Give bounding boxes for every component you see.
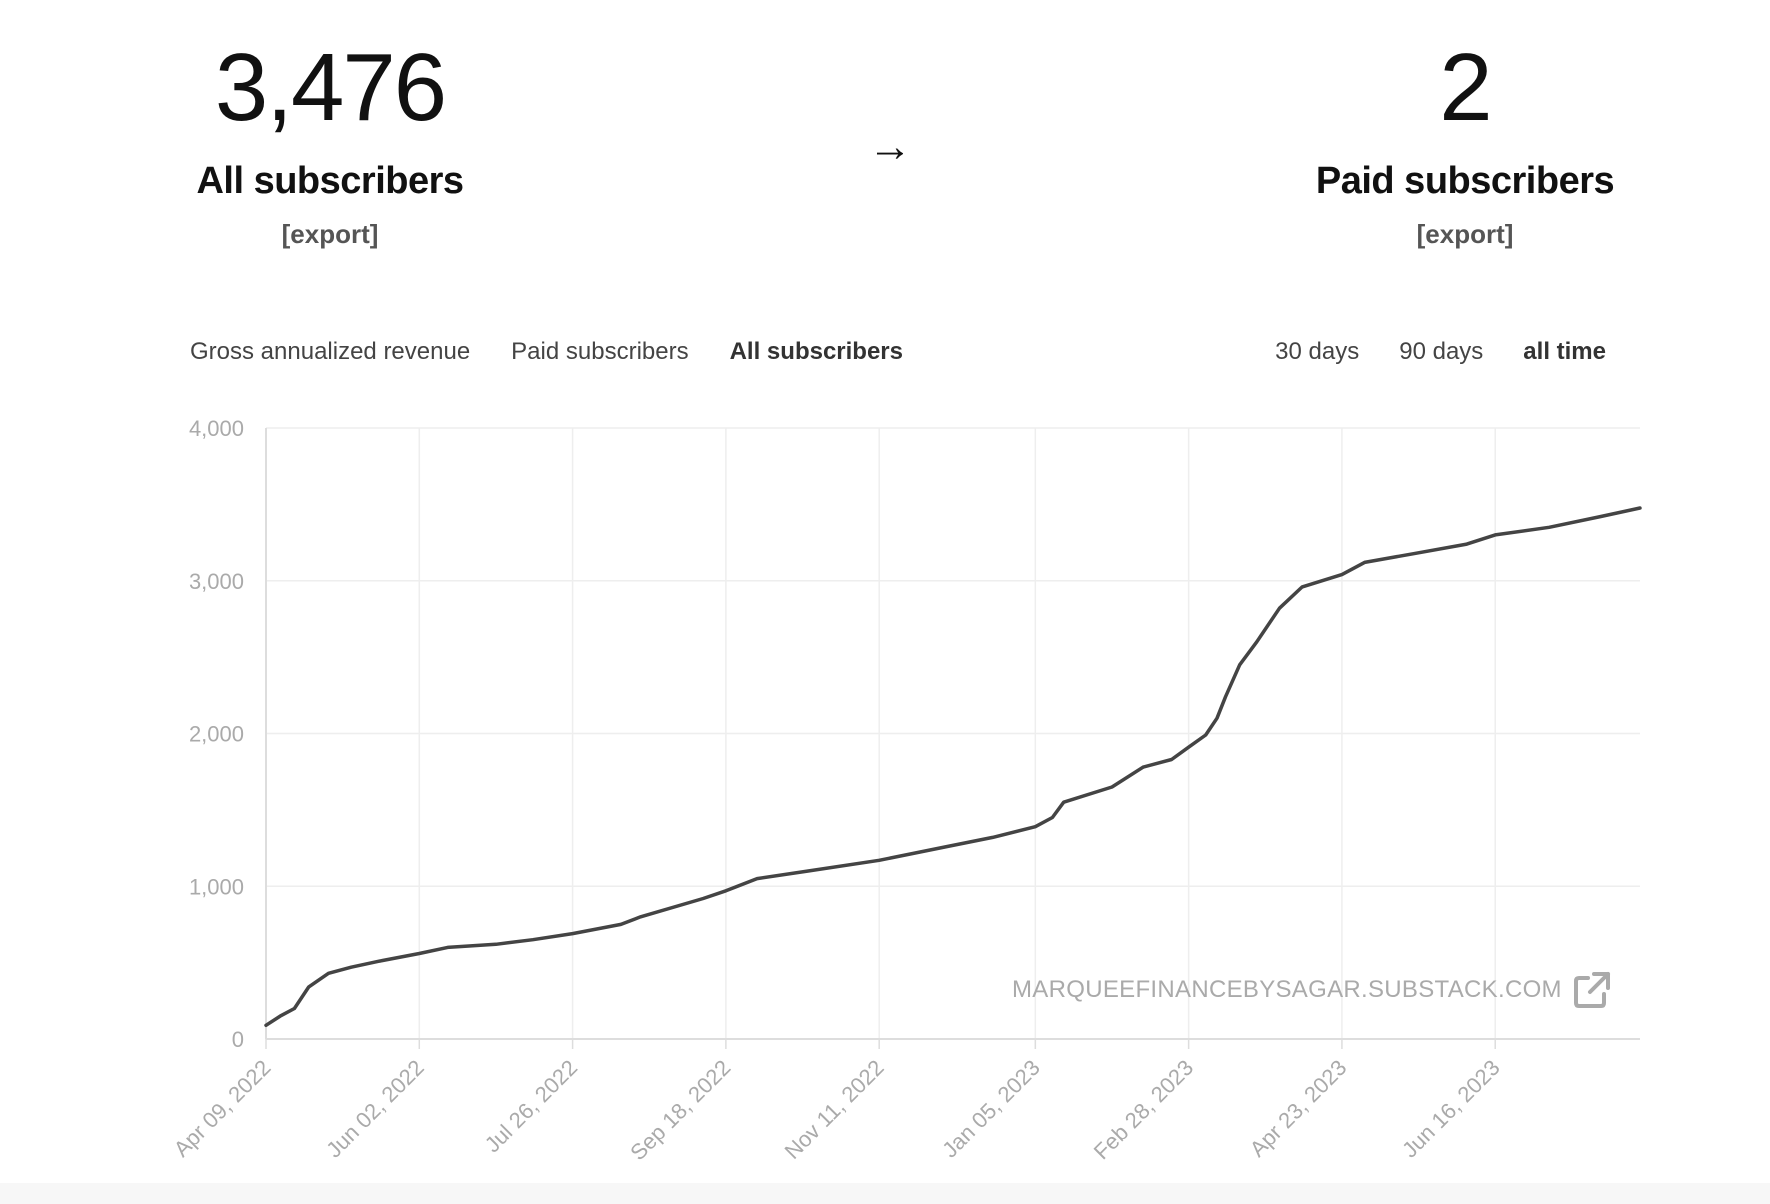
- tab-gross-annualized-revenue[interactable]: Gross annualized revenue: [190, 338, 471, 365]
- range-all-time[interactable]: all time: [1523, 338, 1606, 365]
- y-tick-label: 2,000: [189, 722, 244, 747]
- x-tick-label: Jun 02, 2022: [321, 1055, 429, 1163]
- x-tick-label: Nov 11, 2022: [780, 1055, 889, 1164]
- range-90-days[interactable]: 90 days: [1399, 338, 1484, 365]
- y-tick-label: 4,000: [189, 416, 244, 441]
- metric-tabs: Gross annualized revenue Paid subscriber…: [190, 338, 903, 366]
- x-tick-label: Feb 28, 2023: [1089, 1055, 1198, 1164]
- all-subscribers-export-link[interactable]: [export]: [281, 219, 379, 249]
- tab-all-subscribers[interactable]: All subscribers: [729, 338, 903, 365]
- all-subscribers-count: 3,476: [214, 34, 447, 141]
- paid-subscribers-summary: 2 Paid subscribers [export]: [1265, 40, 1665, 250]
- substack-watermark[interactable]: MARQUEEFINANCEBYSAGAR.SUBSTACK.COM: [1012, 970, 1612, 1010]
- arrow-right-icon: →: [868, 122, 912, 171]
- x-tick-label: Apr 09, 2022: [169, 1055, 276, 1162]
- x-tick-label: Jan 05, 2023: [937, 1055, 1045, 1163]
- y-tick-label: 3,000: [189, 569, 244, 594]
- x-tick-label: Sep 18, 2022: [625, 1055, 735, 1165]
- all-subscribers-label: All subscribers: [196, 160, 464, 202]
- x-tick-label: Jul 26, 2022: [480, 1055, 582, 1157]
- bottom-strip: [0, 1183, 1770, 1204]
- series-line-all-subscribers: [264, 506, 1642, 1028]
- range-tabs: 30 days 90 days all time: [1275, 338, 1606, 366]
- range-30-days[interactable]: 30 days: [1275, 338, 1360, 365]
- tab-paid-subscribers[interactable]: Paid subscribers: [511, 338, 689, 365]
- external-link-icon[interactable]: [1572, 970, 1612, 1010]
- watermark-text: MARQUEEFINANCEBYSAGAR.SUBSTACK.COM: [1012, 976, 1562, 1003]
- paid-subscribers-label: Paid subscribers: [1315, 160, 1615, 202]
- y-tick-label: 1,000: [189, 874, 244, 899]
- x-tick-label: Jun 16, 2023: [1397, 1055, 1505, 1163]
- all-subscribers-summary: 3,476 All subscribers [export]: [130, 40, 530, 250]
- paid-subscribers-count: 2: [1439, 34, 1492, 141]
- x-tick-label: Apr 23, 2023: [1245, 1055, 1352, 1162]
- y-tick-label: 0: [232, 1027, 244, 1052]
- paid-subscribers-export-link[interactable]: [export]: [1416, 219, 1514, 249]
